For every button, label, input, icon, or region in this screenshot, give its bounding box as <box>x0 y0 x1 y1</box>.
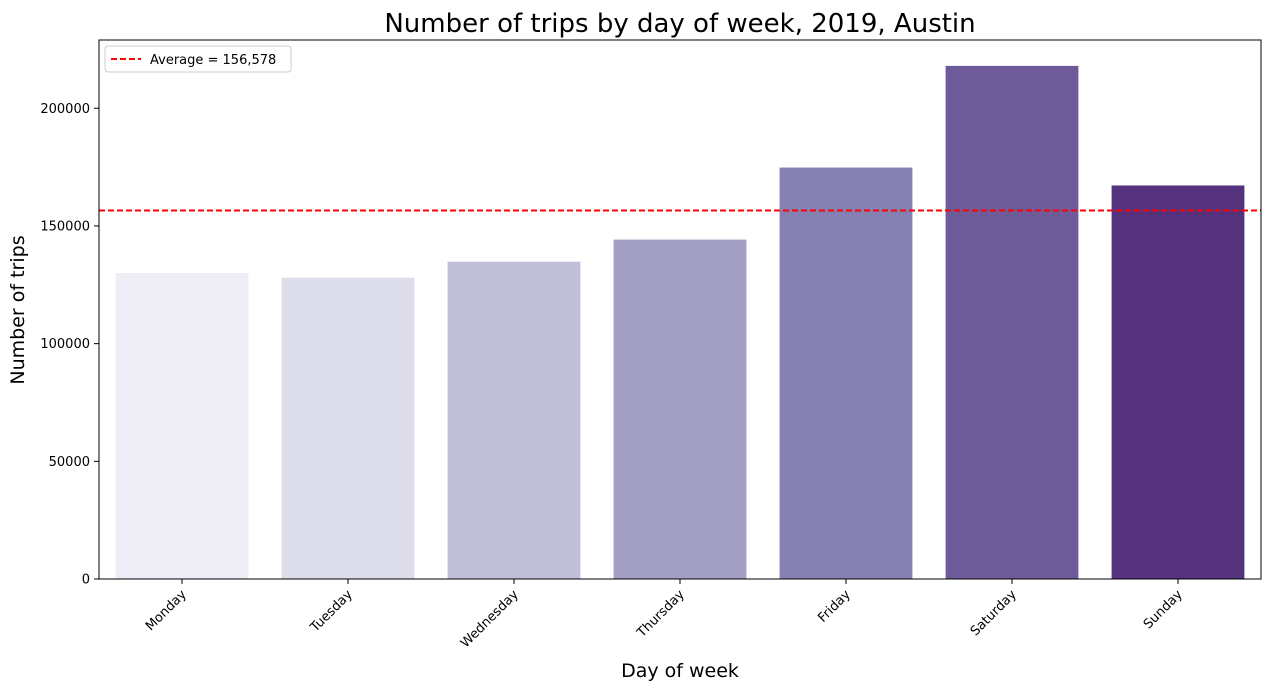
bar-saturday <box>945 65 1079 580</box>
bar-friday <box>779 167 913 580</box>
x-tick-label: Sunday <box>1141 587 1186 632</box>
bars <box>115 65 1245 580</box>
y-tick-label: 0 <box>82 573 90 588</box>
bar-monday <box>115 273 249 579</box>
y-tick-label: 200000 <box>40 102 90 117</box>
legend-average-label: Average = 156,578 <box>150 53 276 68</box>
x-tick-label: Thursday <box>634 587 688 641</box>
legend-box <box>104 45 292 73</box>
x-tick-label: Wednesday <box>458 587 522 651</box>
y-axis-title: Number of trips <box>7 235 29 384</box>
y-tick-label: 100000 <box>40 337 90 352</box>
x-tick-label: Monday <box>143 587 190 634</box>
bar-sunday <box>1111 185 1245 579</box>
x-tick-label: Tuesday <box>307 587 356 636</box>
legend: Average = 156,578 <box>104 45 292 73</box>
x-axis-title: Day of week <box>621 660 739 682</box>
x-tick-label: Friday <box>815 587 854 626</box>
x-tick-label: Saturday <box>968 587 1020 639</box>
y-tick-label: 150000 <box>40 219 90 234</box>
bar-thursday <box>613 239 747 579</box>
bar-wednesday <box>447 261 581 579</box>
bar-tuesday <box>281 277 415 579</box>
y-tick-label: 50000 <box>49 455 90 470</box>
plot-frame <box>98 39 1262 580</box>
chart-title: Number of trips by day of week, 2019, Au… <box>384 9 975 39</box>
